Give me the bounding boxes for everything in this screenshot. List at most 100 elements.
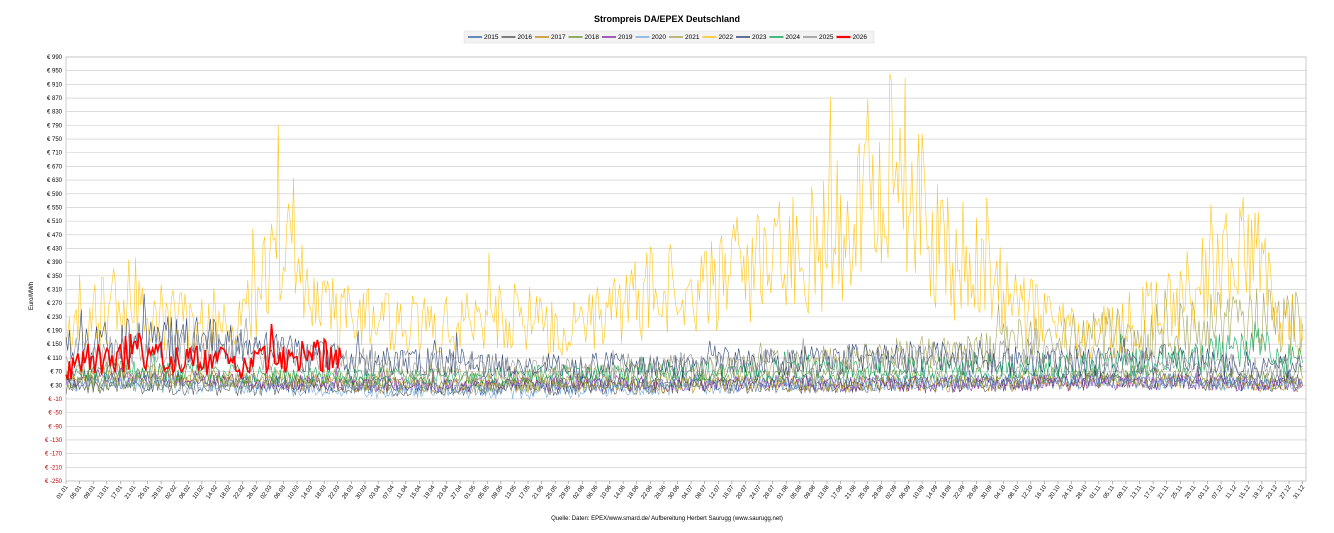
x-tick-label: 13.05 bbox=[505, 484, 519, 500]
x-tick-label: 22.02 bbox=[233, 484, 247, 500]
x-tick-label: 17.01 bbox=[110, 484, 124, 500]
y-tick-label: € 550 bbox=[47, 205, 63, 211]
x-tick-label: 08.07 bbox=[695, 484, 709, 500]
x-tick-label: 11.04 bbox=[396, 484, 410, 500]
x-tick-label: 17.08 bbox=[831, 484, 845, 500]
x-tick-label: 16.07 bbox=[722, 484, 736, 500]
x-tick-label: 10.03 bbox=[287, 484, 301, 500]
series-line-2026 bbox=[65, 323, 342, 381]
y-tick-label: € 990 bbox=[47, 55, 63, 61]
x-tick-label: 02.02 bbox=[165, 484, 179, 500]
x-tick-label: 12.07 bbox=[708, 484, 722, 500]
y-tick-label: € 750 bbox=[47, 137, 63, 143]
y-tick-label: € -210 bbox=[45, 465, 63, 471]
y-axis: € -250 € -210 € -170 € -130 € -90 € -50 € -10 €… bbox=[45, 55, 63, 485]
x-tick-label: 29.05 bbox=[559, 484, 573, 500]
legend-label: 2015 bbox=[484, 34, 499, 41]
legend: 2015 2016 2017 2018 2019 2020 2021 2022 2023 2024… bbox=[463, 30, 875, 44]
y-tick-label: € 70 bbox=[50, 370, 62, 376]
x-tick-label: 18.09 bbox=[939, 484, 953, 500]
legend-label: 2022 bbox=[719, 34, 734, 41]
x-tick-label: 26.03 bbox=[341, 484, 355, 500]
x-tick-label: 22.06 bbox=[640, 484, 654, 500]
y-tick-label: € 510 bbox=[47, 219, 63, 225]
x-tick-label: 13.11 bbox=[1130, 484, 1144, 500]
x-tick-label: 01.11 bbox=[1089, 484, 1103, 500]
x-tick-label: 06.03 bbox=[274, 484, 288, 500]
y-tick-label: € 310 bbox=[47, 288, 63, 294]
x-tick-label: 29.08 bbox=[871, 484, 885, 500]
y-tick-label: € -90 bbox=[48, 424, 62, 430]
series-line-2023 bbox=[65, 293, 1303, 380]
x-tick-label: 18.06 bbox=[627, 484, 641, 500]
y-tick-label: € 470 bbox=[47, 233, 63, 239]
plot-frame bbox=[65, 56, 1307, 482]
x-tick-label: 18.03 bbox=[314, 484, 328, 500]
y-tick-label: € -10 bbox=[48, 397, 62, 403]
x-tick-label: 25.11 bbox=[1171, 484, 1185, 500]
x-tick-label: 08.10 bbox=[1007, 484, 1021, 500]
y-tick-label: € 790 bbox=[47, 123, 63, 129]
legend-label: 2023 bbox=[752, 34, 767, 41]
series-line-2022 bbox=[65, 73, 1303, 359]
x-tick-label: 25.08 bbox=[858, 484, 872, 500]
x-tick-label: 17.05 bbox=[518, 484, 532, 500]
y-tick-label: € 830 bbox=[47, 110, 63, 116]
x-tick-label: 27.04 bbox=[450, 484, 464, 500]
y-tick-label: € 270 bbox=[47, 301, 63, 307]
x-tick-label: 10.09 bbox=[912, 484, 926, 500]
x-tick-label: 20.10 bbox=[1048, 484, 1062, 500]
x-tick-label: 12.10 bbox=[1021, 484, 1035, 500]
y-tick-label: € 190 bbox=[47, 329, 63, 335]
y-tick-label: € 430 bbox=[47, 246, 63, 252]
y-tick-label: € 670 bbox=[47, 164, 63, 170]
x-tick-label: 14.06 bbox=[613, 484, 627, 500]
y-tick-label: € 390 bbox=[47, 260, 63, 266]
x-tick-label: 19.04 bbox=[423, 484, 437, 500]
x-tick-label: 05.05 bbox=[477, 484, 491, 500]
legend-label: 2024 bbox=[786, 34, 801, 41]
y-tick-label: € -130 bbox=[45, 438, 63, 444]
y-tick-label: € 30 bbox=[50, 383, 62, 389]
x-tick-label: 09.08 bbox=[804, 484, 818, 500]
y-tick-label: € -50 bbox=[48, 411, 62, 417]
x-tick-label: 03.12 bbox=[1198, 484, 1212, 500]
x-tick-label: 16.10 bbox=[1035, 484, 1049, 500]
x-tick-label: 20.07 bbox=[736, 484, 750, 500]
x-tick-label: 23.12 bbox=[1266, 484, 1280, 500]
x-tick-label: 05.08 bbox=[790, 484, 804, 500]
x-tick-label: 30.03 bbox=[355, 484, 369, 500]
x-tick-label: 29.01 bbox=[151, 484, 165, 500]
x-tick-label: 21.08 bbox=[844, 484, 858, 500]
series-line-2020 bbox=[65, 363, 1303, 400]
series-line-2021 bbox=[65, 288, 1303, 388]
x-tick-label: 06.06 bbox=[586, 484, 600, 500]
y-tick-label: € 150 bbox=[47, 342, 63, 348]
legend-label: 2025 bbox=[819, 34, 834, 41]
y-tick-label: € 710 bbox=[47, 151, 63, 157]
x-tick-label: 26.09 bbox=[967, 484, 981, 500]
y-tick-label: € 630 bbox=[47, 178, 63, 184]
series-line-2019 bbox=[65, 365, 1303, 393]
x-tick-label: 06.09 bbox=[899, 484, 913, 500]
x-tick-label: 31.12 bbox=[1293, 484, 1307, 500]
x-tick-label: 02.09 bbox=[885, 484, 899, 500]
x-tick-label: 09.01 bbox=[83, 484, 97, 500]
x-tick-label: 23.04 bbox=[437, 484, 451, 500]
x-tick-label: 28.07 bbox=[763, 484, 777, 500]
x-axis: 01.01 05.01 09.01 13.01 17.01 21.01 25.01 29.01… bbox=[56, 481, 1307, 500]
y-tick-label: € 230 bbox=[47, 315, 63, 321]
x-tick-label: 10.02 bbox=[192, 484, 206, 500]
legend-label: 2020 bbox=[652, 34, 667, 41]
y-tick-label: € -250 bbox=[45, 479, 63, 485]
x-tick-label: 21.11 bbox=[1157, 484, 1171, 500]
x-tick-label: 07.12 bbox=[1211, 484, 1225, 500]
x-tick-label: 05.01 bbox=[70, 484, 84, 500]
series-line-2025 bbox=[65, 317, 1303, 382]
y-tick-label: € 870 bbox=[47, 96, 63, 102]
x-tick-label: 14.03 bbox=[301, 484, 315, 500]
y-tick-label: € 590 bbox=[47, 192, 63, 198]
x-tick-label: 26.02 bbox=[246, 484, 260, 500]
x-tick-label: 30.09 bbox=[980, 484, 994, 500]
x-tick-label: 15.04 bbox=[409, 484, 423, 500]
